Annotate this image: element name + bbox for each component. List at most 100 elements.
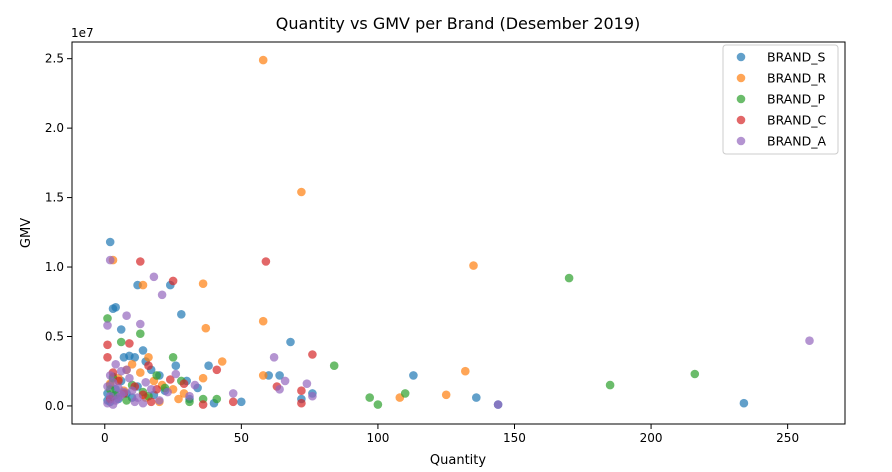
data-point [163, 387, 172, 397]
data-point [103, 353, 112, 362]
data-point [297, 398, 306, 408]
legend-marker [736, 115, 746, 125]
data-point [136, 257, 145, 266]
data-point [127, 360, 137, 369]
legend-label: BRAND_R [767, 71, 827, 86]
legend-box [722, 44, 839, 155]
y-tick-label: 0.0 [45, 399, 64, 413]
legend-label: BRAND_A [767, 134, 827, 149]
data-point [469, 261, 478, 270]
data-point [122, 365, 131, 375]
legend: BRAND_S BRAND_R BRAND_P BRAND_C BRAND_A [722, 44, 839, 155]
chart-title: Quantity vs GMV per Brand (Desember 2019… [276, 14, 641, 33]
data-point [152, 371, 161, 380]
data-point [122, 311, 131, 321]
data-point [130, 353, 140, 362]
data-point [308, 391, 317, 401]
data-point [155, 396, 164, 405]
data-point [111, 303, 120, 312]
data-point [108, 400, 118, 409]
data-point [373, 400, 383, 409]
data-point [690, 369, 700, 379]
data-point [275, 385, 284, 394]
data-point [138, 398, 148, 408]
legend-marker [736, 136, 746, 146]
data-point [149, 272, 159, 282]
data-point [125, 373, 134, 383]
data-point [201, 323, 211, 333]
legend-marker [736, 94, 746, 104]
y-tick-label: 2.0 [45, 121, 64, 135]
data-point [125, 339, 134, 348]
data-point [297, 187, 306, 197]
data-point [105, 255, 115, 265]
data-point [136, 368, 145, 377]
data-point [472, 393, 481, 402]
x-tick-label: 100 [366, 431, 389, 445]
data-point [130, 397, 140, 407]
y-tick-label: 0.5 [45, 329, 64, 343]
data-point [174, 394, 183, 404]
data-point [127, 386, 137, 396]
x-axis-label: Quantity [430, 453, 486, 468]
data-point [179, 379, 189, 389]
data-point [739, 398, 749, 408]
data-point [168, 276, 178, 286]
points-layer [103, 55, 814, 409]
data-point [365, 393, 375, 402]
y-tick-label: 1.0 [45, 260, 64, 274]
data-point [198, 400, 208, 409]
data-point [103, 382, 112, 391]
data-point [564, 273, 574, 283]
data-point [441, 390, 451, 400]
data-point [286, 337, 295, 347]
data-point [103, 340, 112, 350]
data-point [190, 380, 200, 390]
data-point [493, 400, 503, 409]
data-point [212, 394, 222, 404]
data-point [280, 376, 290, 386]
data-point [122, 396, 131, 405]
data-point [329, 361, 339, 371]
data-point [136, 319, 145, 329]
data-point [171, 361, 181, 371]
data-point [116, 325, 126, 334]
legend-marker [736, 52, 746, 62]
data-point [168, 353, 178, 362]
data-point [275, 371, 284, 380]
data-point [297, 386, 306, 396]
data-point [138, 280, 148, 290]
legend-label: BRAND_C [767, 113, 827, 128]
data-point [261, 257, 271, 266]
data-point [805, 336, 814, 346]
data-point [228, 389, 238, 398]
x-tick-label: 250 [776, 431, 799, 445]
data-point [461, 366, 470, 376]
x-tick-label: 200 [640, 431, 663, 445]
data-point [605, 380, 615, 390]
data-point [157, 290, 167, 300]
data-point [302, 379, 312, 389]
x-tick-label: 50 [234, 431, 249, 445]
y-axis-offset-label: 1e7 [71, 26, 94, 40]
data-point [212, 365, 222, 375]
data-point [409, 371, 418, 380]
y-axis-label: GMV [19, 218, 34, 248]
data-point [198, 279, 208, 289]
data-point [144, 353, 153, 362]
data-point [204, 361, 213, 371]
x-axis-ticks: 0 50 100 150 200 250 [101, 424, 799, 445]
data-point [177, 310, 186, 319]
data-point [198, 373, 208, 383]
data-point [228, 397, 238, 407]
legend-label: BRAND_P [767, 92, 826, 107]
data-point [171, 369, 181, 379]
data-point [308, 350, 317, 359]
data-point [166, 375, 175, 384]
plot-area-frame [71, 41, 846, 425]
data-point [105, 371, 115, 380]
x-tick-label: 150 [503, 431, 526, 445]
data-point [146, 385, 156, 394]
data-point [258, 316, 268, 326]
